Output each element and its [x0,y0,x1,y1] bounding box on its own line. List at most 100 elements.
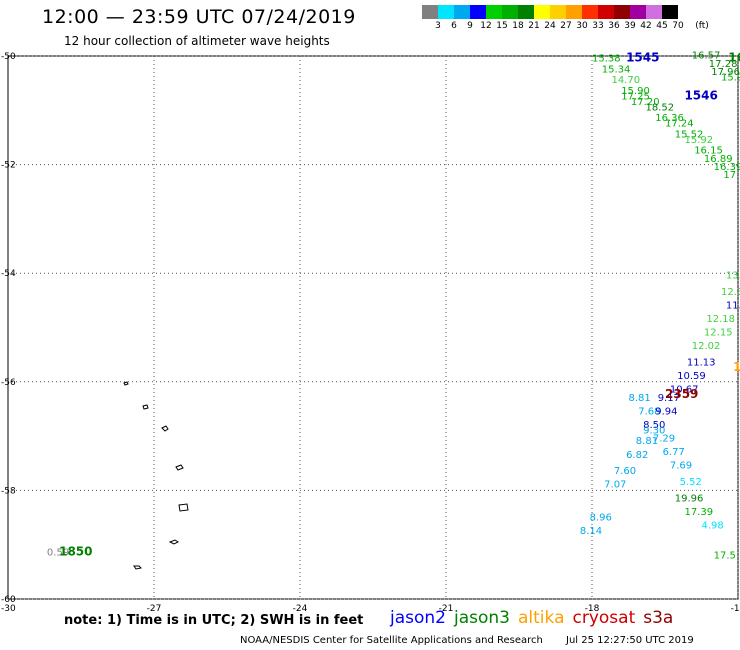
observation-labels: 15.3815.3414.7015.9017.2017.2518.5216.36… [47,51,740,562]
island-outline [123,381,129,386]
wave-height-value: 12.15 [704,328,733,339]
axis-tick-labels: -27 -24 -21 -18 -15 -50 -52 -54 -56 -58 -60-30 [1,52,740,614]
island-outlines [123,381,189,570]
wave-height-value: 14.70 [611,75,640,86]
map-frame [7,55,739,600]
credit-line: NOAA/NESDIS Center for Satellite Applica… [240,635,543,646]
wave-height-value: 12.3 [721,287,740,298]
satellite-legend: jason2 jason3 altika cryosat s3a [390,608,681,628]
scale-label: 24 [544,21,556,31]
scale-label: 27 [560,21,572,31]
wave-height-value: 7.68 [638,406,660,417]
scale-swatch [470,5,486,19]
scale-swatch [598,5,614,19]
lon-tick-label: -24 [293,604,308,614]
legend-jason2: jason2 [390,608,446,628]
scale-swatch [614,5,630,19]
wave-height-value: 17. [723,170,739,181]
scale-label: 6 [451,21,457,31]
island-outline [161,425,169,432]
scale-swatch [630,5,646,19]
wave-height-value: 8.50 [643,420,665,431]
units-note: note: 1) Time is in UTC; 2) SWH is in fe… [64,613,364,628]
scale-swatch [662,5,678,19]
time-label: 2359 [665,387,698,401]
island-outline [142,404,149,410]
map-grid [7,55,739,600]
wave-height-value: 8.81 [636,436,658,447]
wave-height-value: 8.96 [590,512,612,523]
wave-height-value: 10.67 [670,385,699,396]
wave-height-value: 8.81 [629,393,651,404]
scale-swatch [438,5,454,19]
wave-height-value: 17.20 [631,97,660,108]
scale-label: 3 [435,21,441,31]
page-title: 12:00 — 23:59 UTC 07/24/2019 [42,6,356,28]
wave-height-value: 7.07 [604,480,626,491]
legend-s3a: s3a [643,608,674,628]
wave-height-value: 16.89 [704,154,733,165]
wave-height-value: 6.82 [626,450,648,461]
lon-tick-label: -15 [731,604,740,614]
lat-tick-label: -56 [1,378,16,388]
time-label: 1850 [59,545,92,559]
wave-height-value: 15.38 [592,53,621,64]
island-outline [178,503,189,512]
wave-height-value: 17.24 [665,119,694,130]
wave-height-value: 17.28 [709,59,738,70]
wave-height-value: 17.96 [711,67,740,78]
lat-tick-label: -52 [1,161,16,171]
scale-swatch [422,5,438,19]
scale-swatch [646,5,662,19]
wave-height-value: 10.59 [677,371,706,382]
color-scale-bar [422,5,678,19]
scale-label: 15 [496,21,508,31]
wave-height-value: 5.52 [680,477,702,488]
time-label: 1546 [684,88,717,102]
wave-height-value: 11.89 [726,300,740,311]
wave-height-value: 8.14 [580,526,602,537]
scale-label: 36 [608,21,620,31]
wave-height-value: 18.52 [646,102,675,113]
wave-height-value: 19.96 [675,493,704,504]
lon-tick-label: -18 [585,604,600,614]
generated-timestamp: Jul 25 12:27:50 UTC 2019 [566,635,694,646]
wave-height-value: 7.69 [670,461,692,472]
scale-label: 12 [480,21,492,31]
scale-label: 45 [656,21,668,31]
scale-label: 70 [672,21,684,31]
wave-height-value: 12.18 [706,314,735,325]
lat-tick-label: -60 [1,595,16,605]
wave-height-value: 16.57 [692,51,721,62]
lat-tick-label: -54 [1,269,16,279]
wave-height-value: 15.52 [675,129,704,140]
wave-height-value: 17.25 [621,91,650,102]
scale-label: 33 [592,21,604,31]
legend-altika: altika [518,608,565,628]
scale-swatch [486,5,502,19]
wave-height-value: 7.29 [653,434,675,445]
scale-swatch [582,5,598,19]
scale-swatch [518,5,534,19]
wave-height-value: 6.77 [663,447,685,458]
island-outline [168,539,179,545]
time-label: 18 [733,360,740,374]
wave-height-value: 11.13 [687,358,716,369]
wave-height-value: 17.39 [684,507,713,518]
scale-label: 30 [576,21,588,31]
page-subtitle: 12 hour collection of altimeter wave hei… [64,34,330,48]
time-labels: 1545 1546 1850 2359 18 16 [59,50,740,558]
wave-height-value: 16.15 [694,146,723,157]
wave-height-value: 9.30 [643,425,665,436]
wave-height-value: 9.17 [658,393,680,404]
wave-height-value: 17.5 [714,550,736,561]
wave-height-value: 15.90 [621,86,650,97]
lon-tick-label: -21 [439,604,454,614]
scale-label: 39 [624,21,636,31]
wave-height-value: 0.59 [47,548,69,559]
wave-height-value: 7.60 [614,466,636,477]
lat-tick-label: -58 [1,486,16,496]
scale-label: 18 [512,21,524,31]
lat-tick-label: -50 [1,52,16,62]
scale-swatch [454,5,470,19]
